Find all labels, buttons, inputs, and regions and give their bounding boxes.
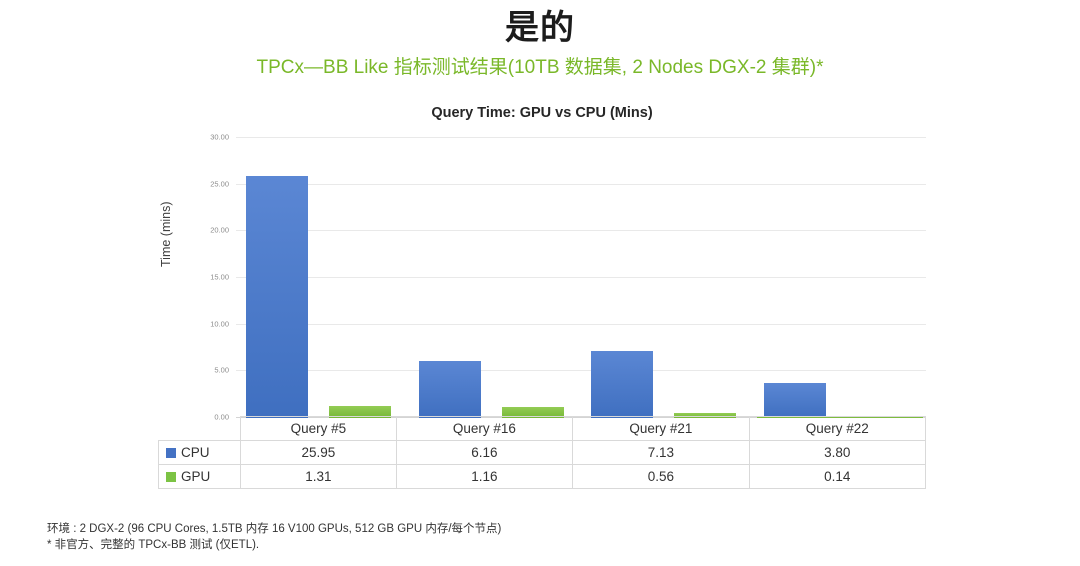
table-cell: 25.95: [240, 440, 397, 465]
legend-item-gpu: GPU: [158, 464, 241, 489]
table-row: GPU 1.31 1.16 0.56 0.14: [158, 464, 927, 489]
table-row: CPU 25.95 6.16 7.13 3.80: [158, 440, 927, 465]
legend-label: CPU: [181, 445, 210, 460]
table-header-row: Query #5 Query #16 Query #21 Query #22: [158, 416, 927, 441]
bar-cpu[interactable]: [591, 351, 654, 418]
bar-gpu[interactable]: [674, 412, 737, 418]
footnote-disclaimer: * 非官方、完整的 TPCx-BB 测试 (仅ETL).: [47, 539, 260, 551]
table-cell: 1.31: [240, 464, 397, 489]
bar-gpu[interactable]: [501, 407, 564, 418]
y-axis-tick-label: 20.00: [210, 225, 229, 235]
page-title: 是的: [505, 9, 575, 47]
bar-cpu[interactable]: [763, 382, 826, 418]
table-cell: 3.80: [748, 440, 927, 465]
gridline: 25.00: [210, 179, 926, 188]
bar-group: [236, 138, 409, 418]
chart-title: Query Time: GPU vs CPU (Mins): [431, 105, 653, 121]
legend-swatch-cpu-icon: [166, 448, 176, 458]
y-axis-tick-label: 5.00: [214, 365, 229, 375]
y-axis-title: Time (mins): [159, 201, 173, 267]
legend-item-cpu: CPU: [158, 440, 241, 465]
bar-group: [409, 138, 582, 418]
gridline: 15.00: [210, 273, 926, 282]
bar-cpu[interactable]: [418, 360, 481, 418]
data-table: Query #5 Query #16 Query #21 Query #22 CPU 25…: [158, 416, 927, 489]
chart-container: Query Time: GPU vs CPU (Mins) Time (mins…: [158, 100, 926, 492]
bar-series-group: [236, 138, 926, 418]
gridline: 30.00: [210, 133, 926, 142]
bar-group: [754, 138, 927, 418]
table-cell: 6.16: [395, 440, 574, 465]
legend-swatch-gpu-icon: [166, 472, 176, 482]
table-cell: 7.13: [572, 440, 750, 465]
legend-label: GPU: [181, 469, 211, 484]
bar-gpu[interactable]: [329, 405, 392, 418]
table-corner-cell: [158, 416, 241, 441]
column-header: Query #22: [748, 416, 927, 441]
plot-area: 0.00 5.00 10.00 15.00 20.00 25.00 30.00: [210, 133, 926, 422]
footnote-environment: 环境 : 2 DGX-2 (96 CPU Cores, 1.5TB 内存 16 …: [47, 523, 502, 535]
footnotes: 环境 : 2 DGX-2 (96 CPU Cores, 1.5TB 内存 16 …: [47, 521, 501, 553]
table-cell: 0.14: [748, 464, 927, 489]
gridline: 10.00: [210, 319, 926, 328]
page-subtitle: TPCx—BB Like 指标测试结果(10TB 数据集, 2 Nodes DG…: [256, 57, 824, 78]
y-axis-tick-label: 15.00: [210, 272, 229, 282]
y-axis-tick-label: 25.00: [210, 179, 229, 189]
column-header: Query #5: [240, 416, 397, 441]
y-axis-tick-label: 10.00: [210, 319, 229, 329]
bar-cpu[interactable]: [246, 175, 309, 418]
gridline: 5.00: [214, 366, 926, 375]
y-axis-tick-label: 30.00: [210, 132, 229, 142]
column-header: Query #21: [572, 416, 750, 441]
table-cell: 0.56: [572, 464, 750, 489]
table-cell: 1.16: [395, 464, 574, 489]
gridline: 20.00: [210, 226, 926, 235]
bar-group: [581, 138, 754, 418]
column-header: Query #16: [395, 416, 574, 441]
